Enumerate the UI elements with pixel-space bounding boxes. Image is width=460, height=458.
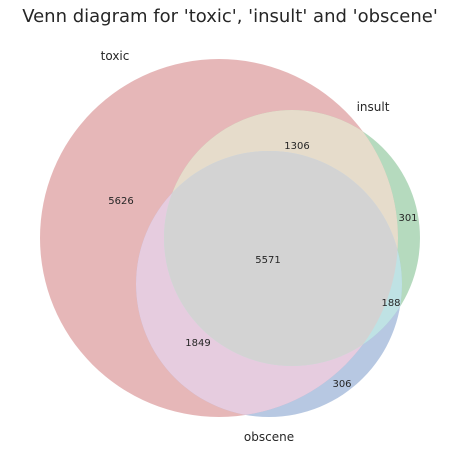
region-label-obscene-only: 306 [332,379,351,390]
region-label-all-three: 5571 [255,255,280,266]
region-label-toxic-insult: 1306 [284,141,309,152]
region-label-toxic-only: 5626 [108,196,133,207]
set-label-insult: insult [357,100,390,114]
set-label-toxic: toxic [101,49,130,63]
region-label-insult-only: 301 [398,213,417,224]
region-label-toxic-obscene: 1849 [185,338,210,349]
chart-title: Venn diagram for 'toxic', 'insult' and '… [22,6,438,27]
set-label-obscene: obscene [244,430,294,444]
region-label-insult-obscene: 188 [381,298,400,309]
